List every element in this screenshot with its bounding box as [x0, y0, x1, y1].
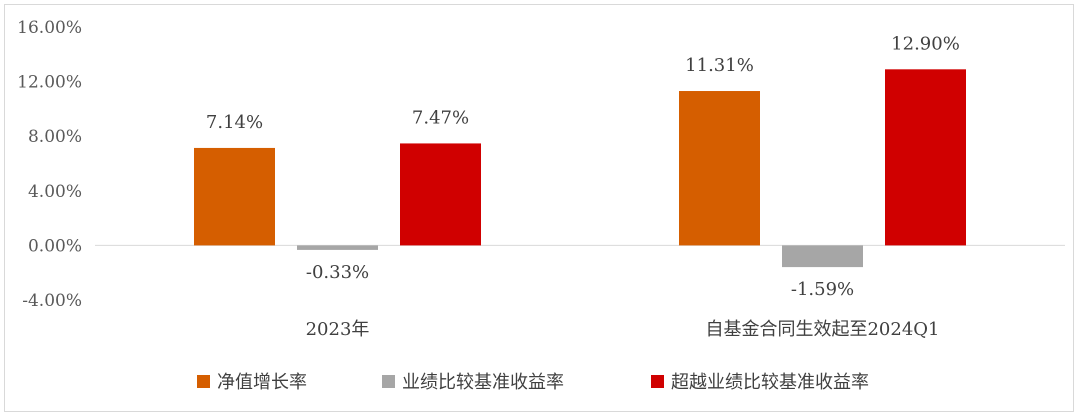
y-tick-label: 16.00%	[17, 18, 82, 38]
bar	[782, 245, 863, 268]
legend-swatch	[382, 375, 395, 388]
y-tick-label: 0.00%	[28, 236, 82, 256]
data-labels: 7.14% -0.33% 7.47% 11.31% -1.59% 12.90%	[206, 33, 960, 300]
bar	[885, 69, 966, 246]
y-tick-label: 8.00%	[28, 127, 82, 147]
y-tick-label: -4.00%	[22, 291, 82, 311]
legend-swatch	[651, 375, 664, 388]
bar	[679, 91, 760, 246]
bar	[297, 245, 378, 250]
category-label: 2023年	[306, 319, 370, 340]
data-label: 11.31%	[685, 55, 754, 76]
bars	[194, 69, 966, 268]
legend-label: 净值增长率	[217, 372, 307, 393]
data-label: 7.14%	[206, 112, 263, 133]
data-label: -0.33%	[306, 262, 369, 283]
legend-label: 超越业绩比较基准收益率	[671, 372, 869, 393]
category-labels: 2023年 自基金合同生效起至2024Q1	[306, 319, 940, 340]
legend-label: 业绩比较基准收益率	[402, 372, 564, 393]
data-label: -1.59%	[791, 279, 854, 300]
legend: 净值增长率 业绩比较基准收益率 超越业绩比较基准收益率	[197, 372, 869, 393]
y-tick-label: 4.00%	[28, 182, 82, 202]
category-label: 自基金合同生效起至2024Q1	[705, 319, 939, 340]
legend-swatch	[197, 375, 210, 388]
bar	[194, 147, 275, 246]
y-axis: 16.00% 12.00% 8.00% 4.00% 0.00% -4.00%	[17, 18, 82, 311]
y-tick-label: 12.00%	[17, 73, 82, 93]
data-label: 12.90%	[891, 33, 960, 54]
bar	[400, 143, 481, 246]
data-label: 7.47%	[412, 107, 469, 128]
